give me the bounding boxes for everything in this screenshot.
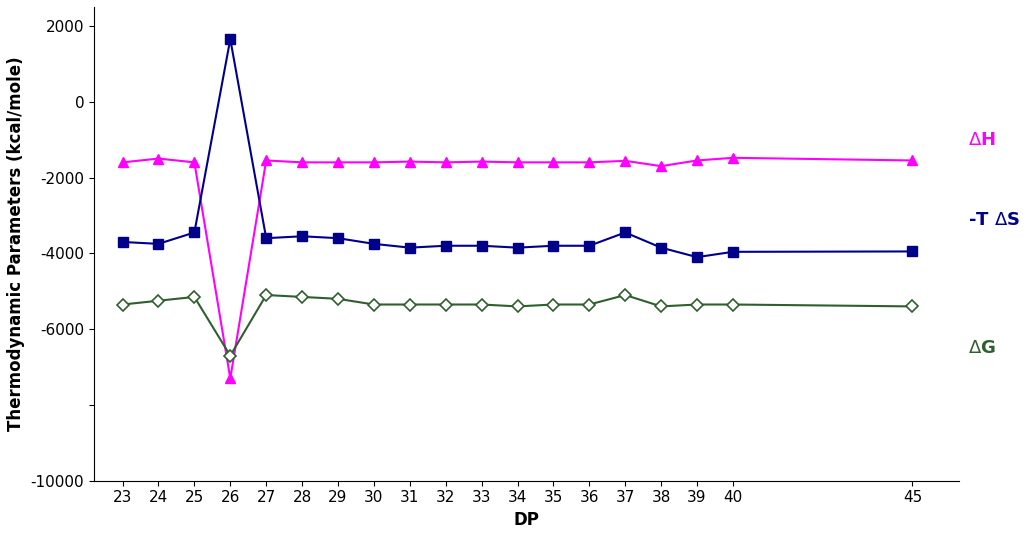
Y-axis label: Thermodynamic Parameters (kcal/mole): Thermodynamic Parameters (kcal/mole)	[7, 57, 25, 431]
Text: $\Delta$H: $\Delta$H	[968, 131, 995, 148]
Text: $\Delta$G: $\Delta$G	[968, 339, 995, 357]
Text: -T $\Delta$S: -T $\Delta$S	[968, 211, 1020, 229]
X-axis label: DP: DP	[514, 511, 540, 529]
